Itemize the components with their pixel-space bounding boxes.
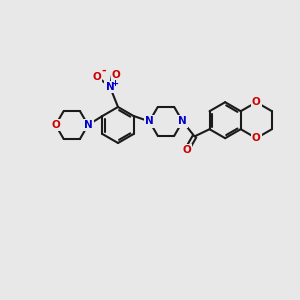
Text: O: O bbox=[93, 72, 101, 82]
Text: N: N bbox=[106, 82, 114, 92]
Text: N: N bbox=[145, 116, 154, 126]
Text: N: N bbox=[84, 120, 92, 130]
Text: O: O bbox=[252, 97, 261, 107]
Text: O: O bbox=[252, 133, 261, 143]
Text: O: O bbox=[112, 70, 120, 80]
Text: +: + bbox=[112, 79, 118, 88]
Text: N: N bbox=[178, 116, 187, 126]
Text: O: O bbox=[51, 120, 60, 130]
Text: O: O bbox=[182, 146, 191, 155]
Text: -: - bbox=[102, 66, 106, 76]
